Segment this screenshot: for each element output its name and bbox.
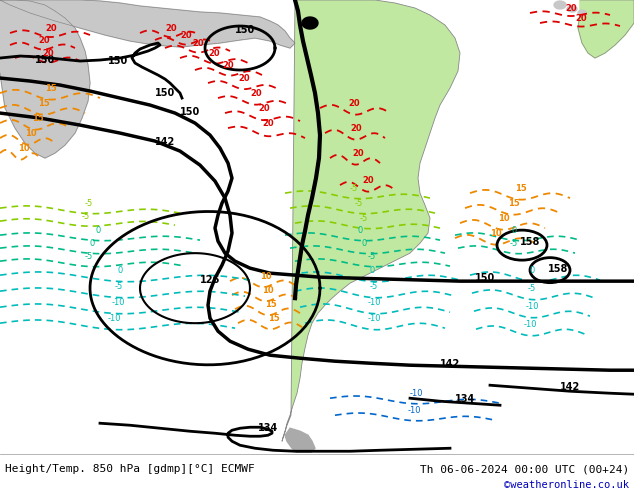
Text: -10: -10 <box>526 302 540 311</box>
Text: -5: -5 <box>85 252 93 261</box>
Text: 15: 15 <box>32 114 44 123</box>
Text: 20: 20 <box>362 176 373 185</box>
Text: 20: 20 <box>165 24 177 33</box>
Text: 20: 20 <box>348 99 359 108</box>
Text: 15: 15 <box>265 300 277 309</box>
Text: 142: 142 <box>440 359 460 369</box>
Text: -5: -5 <box>115 282 123 291</box>
Text: 20: 20 <box>575 14 586 23</box>
Text: -10: -10 <box>524 320 538 329</box>
Text: -5: -5 <box>82 212 90 221</box>
Text: 10: 10 <box>498 214 510 223</box>
Text: 150: 150 <box>155 88 175 98</box>
Text: 150: 150 <box>35 55 55 65</box>
Text: 20: 20 <box>352 149 364 158</box>
Text: -5: -5 <box>350 184 358 193</box>
Text: 0: 0 <box>95 226 100 235</box>
Text: 150: 150 <box>180 107 200 117</box>
Text: 20: 20 <box>222 61 233 70</box>
Text: 10: 10 <box>262 286 274 295</box>
Text: 20: 20 <box>42 49 54 58</box>
Text: 20: 20 <box>208 49 219 58</box>
Text: -5: -5 <box>360 214 368 223</box>
Text: -5: -5 <box>528 284 536 293</box>
Text: 15: 15 <box>508 199 520 208</box>
Polygon shape <box>302 17 318 29</box>
Text: 150: 150 <box>475 273 495 283</box>
Polygon shape <box>567 6 577 12</box>
Text: 150: 150 <box>235 25 256 35</box>
Text: 15: 15 <box>268 314 280 323</box>
Text: 20: 20 <box>262 119 274 128</box>
Text: 0: 0 <box>512 226 517 235</box>
Text: 20: 20 <box>350 124 361 133</box>
Text: 15: 15 <box>45 84 57 93</box>
Polygon shape <box>285 428 315 453</box>
Text: 15: 15 <box>38 99 49 108</box>
Text: 0: 0 <box>118 266 123 275</box>
Text: 126: 126 <box>200 275 220 285</box>
Text: 134: 134 <box>258 423 278 433</box>
Text: 20: 20 <box>565 4 577 13</box>
Text: -10: -10 <box>112 298 126 307</box>
Text: 134: 134 <box>455 394 476 404</box>
Text: 150: 150 <box>108 56 128 66</box>
Text: -5: -5 <box>370 282 378 291</box>
Polygon shape <box>0 0 295 48</box>
Text: Th 06-06-2024 00:00 UTC (00+24): Th 06-06-2024 00:00 UTC (00+24) <box>420 464 629 474</box>
Text: 0: 0 <box>362 239 367 248</box>
Text: ©weatheronline.co.uk: ©weatheronline.co.uk <box>504 480 629 490</box>
Text: 20: 20 <box>192 39 204 48</box>
Text: 20: 20 <box>250 89 262 98</box>
Text: 10: 10 <box>18 144 30 153</box>
Text: 20: 20 <box>45 24 56 33</box>
Text: 0: 0 <box>358 226 363 235</box>
Text: -10: -10 <box>368 298 382 307</box>
Text: -10: -10 <box>108 314 122 323</box>
Text: 20: 20 <box>258 104 269 113</box>
Text: -10: -10 <box>408 406 422 415</box>
Polygon shape <box>0 0 90 158</box>
Text: 10: 10 <box>260 272 271 281</box>
Text: -10: -10 <box>410 389 424 398</box>
Text: -5: -5 <box>85 199 93 208</box>
Text: 158: 158 <box>520 237 540 247</box>
Polygon shape <box>554 1 566 9</box>
Text: 20: 20 <box>38 36 49 45</box>
Text: 142: 142 <box>560 382 580 392</box>
Text: 10: 10 <box>25 129 37 138</box>
Text: Height/Temp. 850 hPa [gdmp][°C] ECMWF: Height/Temp. 850 hPa [gdmp][°C] ECMWF <box>5 464 255 474</box>
Polygon shape <box>578 0 634 58</box>
Text: -5: -5 <box>355 199 363 208</box>
Text: 0: 0 <box>370 266 375 275</box>
Text: 142: 142 <box>155 137 175 147</box>
Polygon shape <box>282 0 460 441</box>
Text: 158: 158 <box>548 264 568 274</box>
Text: 0: 0 <box>530 266 535 275</box>
Text: -5: -5 <box>368 252 376 261</box>
Text: -5: -5 <box>510 239 518 248</box>
Text: 15: 15 <box>515 184 527 193</box>
Text: 20: 20 <box>238 74 250 83</box>
Text: 0: 0 <box>90 239 95 248</box>
Text: -10: -10 <box>368 314 382 323</box>
Text: 10: 10 <box>490 229 501 238</box>
Polygon shape <box>578 10 586 16</box>
Text: 20: 20 <box>180 31 191 40</box>
